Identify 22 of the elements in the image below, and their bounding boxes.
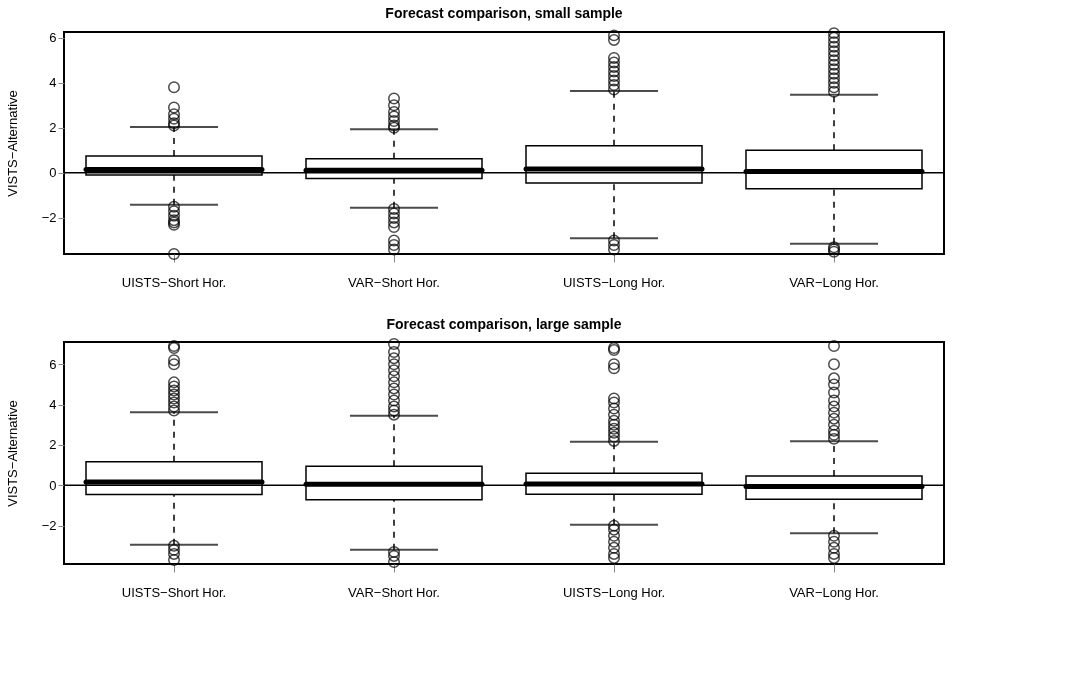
x-tick-label: UISTS−Long Hor.	[562, 274, 666, 290]
y-tick-label: 0	[49, 477, 57, 493]
x-tick-label: VAR−Short Hor.	[348, 274, 440, 290]
y-axis-title: VISTS−Alternative	[4, 90, 20, 197]
x-tick-label: VAR−Long Hor.	[789, 584, 879, 600]
y-tick-label: −2	[41, 210, 57, 226]
y-tick-label: 6	[49, 356, 57, 372]
y-tick-label: 2	[49, 120, 57, 136]
x-tick-label: UISTS−Short Hor.	[121, 274, 227, 290]
x-tick-label: VAR−Short Hor.	[348, 584, 440, 600]
y-tick-label: 2	[49, 437, 57, 453]
x-tick-label: UISTS−Long Hor.	[562, 584, 666, 600]
y-tick-label: 6	[49, 30, 57, 46]
y-tick-label: 0	[49, 165, 57, 181]
y-tick-label: 4	[49, 397, 57, 413]
chart-title: Forecast comparison, small sample	[385, 4, 623, 21]
y-axis-title: VISTS−Alternative	[4, 400, 20, 507]
y-tick-label: −2	[41, 518, 57, 534]
y-tick-label: 4	[49, 75, 57, 91]
x-tick-label: VAR−Long Hor.	[789, 274, 879, 290]
chart-title: Forecast comparison, large sample	[386, 315, 622, 332]
x-tick-label: UISTS−Short Hor.	[121, 584, 227, 600]
